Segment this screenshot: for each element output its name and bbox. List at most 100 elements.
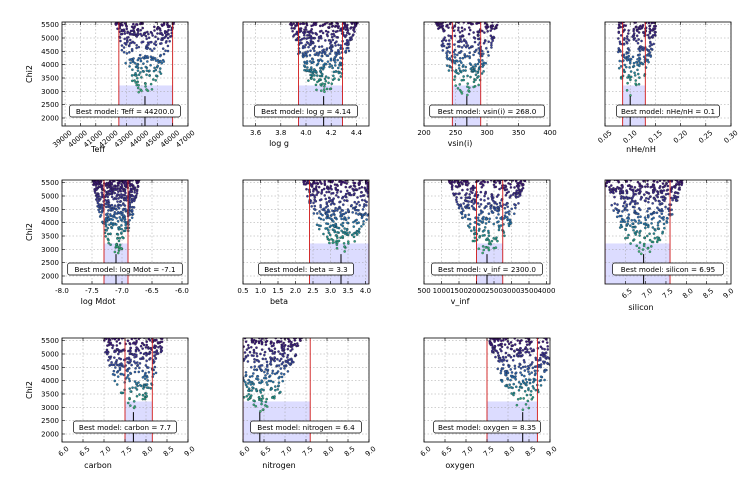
x-tick-label: 7.5: [482, 445, 496, 458]
data-point: [525, 343, 529, 346]
data-point: [282, 373, 286, 376]
data-point: [315, 88, 318, 92]
data-point: [648, 24, 652, 28]
data-point: [468, 55, 471, 58]
data-point: [636, 29, 639, 33]
data-point: [635, 34, 639, 38]
data-point: [106, 237, 110, 241]
data-point: [144, 364, 148, 367]
data-point: [482, 184, 485, 187]
data-point: [527, 406, 531, 410]
data-point: [521, 365, 525, 369]
data-point: [497, 213, 500, 216]
y-axis-label: Chi2: [25, 65, 34, 83]
data-point: [510, 336, 512, 338]
data-point: [671, 177, 673, 179]
data-point: [318, 78, 321, 81]
data-point: [116, 237, 119, 240]
data-point: [148, 41, 152, 44]
data-point: [655, 19, 657, 21]
data-point: [647, 197, 650, 201]
annotation-text: Best model: vsin(i) = 268.0: [438, 107, 537, 116]
data-point: [450, 188, 454, 191]
data-point: [313, 68, 316, 71]
data-point: [330, 188, 333, 191]
data-point: [680, 183, 683, 187]
data-point: [461, 216, 464, 220]
data-point: [504, 373, 507, 377]
data-point: [326, 34, 329, 38]
data-point: [143, 384, 146, 388]
data-point: [347, 209, 350, 213]
data-point: [320, 190, 324, 194]
data-point: [325, 47, 329, 50]
data-point: [497, 226, 501, 229]
data-point: [345, 38, 349, 42]
data-point: [135, 382, 138, 385]
data-point: [499, 369, 503, 373]
data-point: [350, 22, 353, 25]
data-point: [161, 47, 165, 50]
data-point: [466, 44, 470, 47]
data-point: [633, 209, 637, 213]
data-point: [128, 379, 131, 383]
data-point: [250, 338, 254, 341]
data-point: [290, 24, 294, 27]
data-point: [334, 64, 337, 67]
data-point: [634, 177, 636, 179]
x-tick-label: 350: [512, 129, 525, 137]
data-point: [448, 42, 451, 46]
data-point: [292, 22, 295, 25]
data-point: [507, 386, 511, 389]
y-tick-label: 5000: [41, 351, 59, 359]
data-point: [479, 198, 483, 201]
data-point: [652, 22, 655, 24]
data-point: [670, 213, 674, 216]
data-point: [141, 376, 145, 379]
data-point: [484, 25, 488, 29]
x-tick-label: 0.10: [622, 129, 639, 145]
data-point: [105, 350, 109, 353]
data-point: [448, 22, 452, 26]
data-point: [629, 78, 632, 82]
data-point: [277, 376, 280, 380]
data-point: [309, 39, 313, 42]
data-point: [118, 18, 120, 20]
data-point: [141, 347, 144, 350]
data-point: [619, 50, 622, 53]
data-point: [274, 388, 277, 392]
data-point: [648, 51, 652, 54]
data-point: [355, 188, 359, 192]
data-point: [291, 347, 294, 351]
data-point: [640, 196, 643, 199]
data-point: [476, 202, 480, 205]
x-axis-label: log Mdot: [81, 297, 116, 306]
data-point: [332, 225, 336, 228]
data-point: [117, 352, 120, 356]
data-point: [648, 36, 651, 40]
data-point: [459, 180, 463, 184]
data-point: [110, 195, 114, 199]
data-point: [646, 225, 650, 229]
data-point: [154, 35, 157, 39]
data-point: [302, 182, 306, 186]
data-point: [139, 59, 143, 63]
data-point: [638, 241, 642, 244]
data-point: [509, 355, 513, 359]
data-point: [119, 204, 123, 207]
data-point: [634, 233, 637, 236]
data-point: [145, 73, 148, 77]
data-point: [508, 383, 511, 387]
data-point: [658, 238, 662, 242]
data-point: [456, 180, 459, 183]
data-point: [506, 205, 509, 209]
data-point: [335, 243, 339, 247]
data-point: [130, 338, 134, 341]
data-point: [327, 199, 331, 203]
data-point: [309, 49, 312, 53]
data-point: [243, 379, 246, 382]
data-point: [257, 395, 261, 399]
data-point: [619, 197, 623, 200]
data-point: [446, 57, 449, 61]
data-point: [517, 184, 521, 188]
